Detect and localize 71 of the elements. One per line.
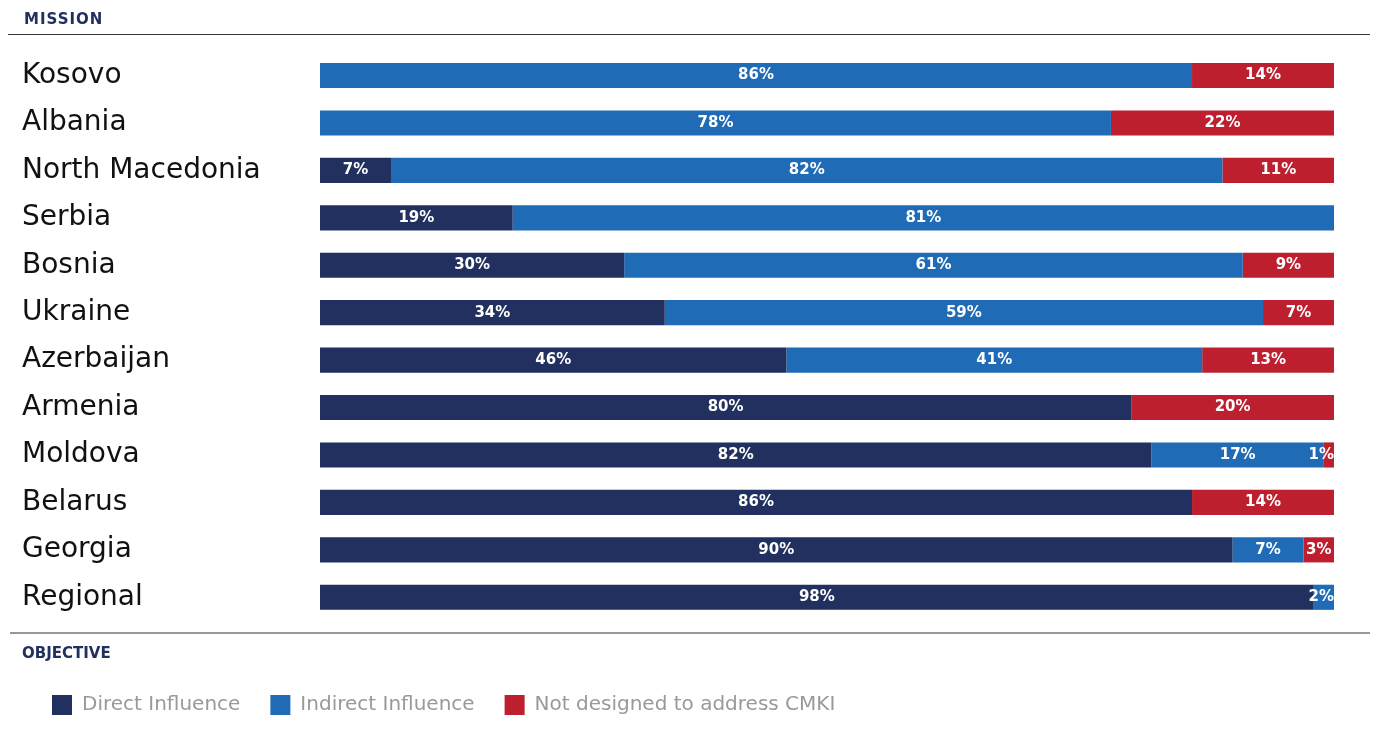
bar <box>320 252 625 278</box>
data-label: 9% <box>1275 255 1302 274</box>
data-label: 22% <box>1204 112 1241 131</box>
data-label: 59% <box>945 302 982 321</box>
legend-label: Indirect Influence <box>300 691 475 716</box>
bar <box>1192 489 1334 515</box>
y-tick-label: Georgia <box>22 531 132 565</box>
bar <box>320 489 1193 515</box>
y-tick-label: Ukraine <box>22 293 131 327</box>
bar <box>512 205 1334 231</box>
data-label: 3% <box>1306 539 1332 558</box>
y-tick-label: Regional <box>22 578 143 612</box>
bar <box>1232 537 1304 563</box>
data-label: 82% <box>788 160 825 179</box>
bar <box>320 157 391 183</box>
legend-label: Not designed to address CMKI <box>534 691 836 716</box>
data-label: 82% <box>717 444 754 463</box>
legend-title: OBJECTIVE <box>22 644 111 663</box>
bar <box>1242 252 1334 278</box>
bar <box>320 394 1132 421</box>
data-label: 41% <box>976 350 1013 369</box>
data-label: 7% <box>1285 302 1312 321</box>
data-label: 81% <box>905 207 942 226</box>
bar <box>624 252 1243 278</box>
legend-label: Direct Influence <box>82 691 241 716</box>
data-label: 20% <box>1214 397 1251 416</box>
data-label: 86% <box>738 492 774 511</box>
bar <box>320 62 1193 89</box>
data-label: 11% <box>1260 160 1297 179</box>
y-tick-label: Azerbaijan <box>22 341 170 375</box>
bar <box>664 300 1264 326</box>
y-tick-label: Bosnia <box>22 246 116 280</box>
data-label: 19% <box>398 207 435 226</box>
data-label: 7% <box>1255 539 1281 558</box>
bar <box>320 110 1111 136</box>
data-label: 14% <box>1245 492 1281 511</box>
bar <box>1131 394 1334 421</box>
y-tick-label: Belarus <box>22 483 128 517</box>
data-label: 7% <box>342 160 369 179</box>
data-label: 2% <box>1308 587 1334 606</box>
data-label: 61% <box>915 255 952 274</box>
data-label: 46% <box>535 350 572 369</box>
data-label: 14% <box>1245 65 1281 84</box>
data-label: 30% <box>454 255 491 274</box>
bar <box>1110 110 1334 136</box>
data-label: 34% <box>474 302 511 321</box>
y-tick-label: Kosovo <box>22 56 122 90</box>
data-label: 86% <box>738 65 774 84</box>
y-tick-label: Serbia <box>22 199 112 233</box>
data-label: 80% <box>707 397 744 416</box>
bar <box>1202 347 1334 373</box>
y-tick-label: Armenia <box>22 388 140 422</box>
bar <box>320 442 1152 468</box>
bar <box>1263 300 1334 326</box>
bar <box>1192 62 1334 89</box>
y-axis-title: MISSION <box>8 8 1370 35</box>
data-label: 90% <box>758 539 795 558</box>
data-label: 78% <box>697 112 734 131</box>
y-tick-label: Albania <box>22 104 127 138</box>
data-label: 98% <box>798 587 835 606</box>
y-tick-label: Moldova <box>22 436 140 470</box>
bar <box>786 347 1203 373</box>
bar <box>1222 157 1334 183</box>
data-label: 17% <box>1219 444 1256 463</box>
bar <box>390 157 1223 183</box>
data-label: 13% <box>1250 350 1287 369</box>
y-tick-label: North Macedonia <box>22 151 261 185</box>
bar <box>320 205 513 231</box>
bar <box>320 347 787 373</box>
bar <box>320 300 665 326</box>
bar <box>320 537 1233 563</box>
